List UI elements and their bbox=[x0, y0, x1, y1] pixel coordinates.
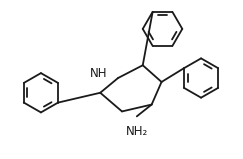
Text: NH₂: NH₂ bbox=[126, 125, 148, 138]
Text: NH: NH bbox=[90, 67, 107, 80]
